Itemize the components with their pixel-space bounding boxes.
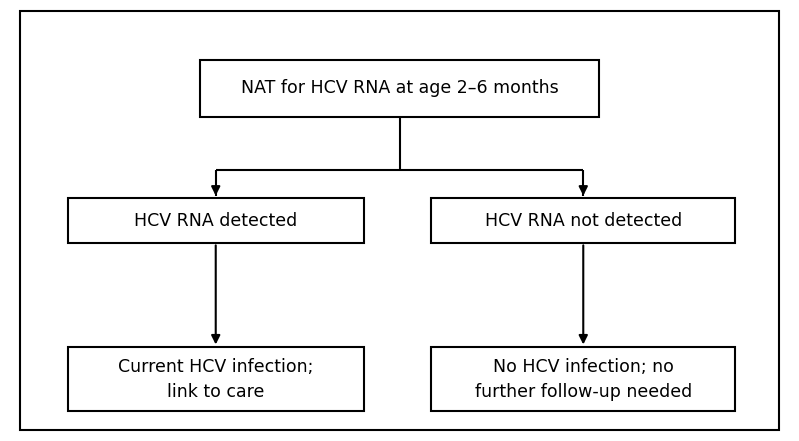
Text: Current HCV infection;
link to care: Current HCV infection; link to care [118,358,313,401]
Text: NAT for HCV RNA at age 2–6 months: NAT for HCV RNA at age 2–6 months [240,79,559,97]
FancyBboxPatch shape [68,348,364,411]
Text: No HCV infection; no
further follow-up needed: No HCV infection; no further follow-up n… [475,358,692,401]
FancyBboxPatch shape [431,198,735,243]
FancyBboxPatch shape [200,60,599,117]
FancyBboxPatch shape [68,198,364,243]
FancyBboxPatch shape [431,348,735,411]
Text: HCV RNA detected: HCV RNA detected [134,212,297,229]
Text: HCV RNA not detected: HCV RNA not detected [485,212,682,229]
